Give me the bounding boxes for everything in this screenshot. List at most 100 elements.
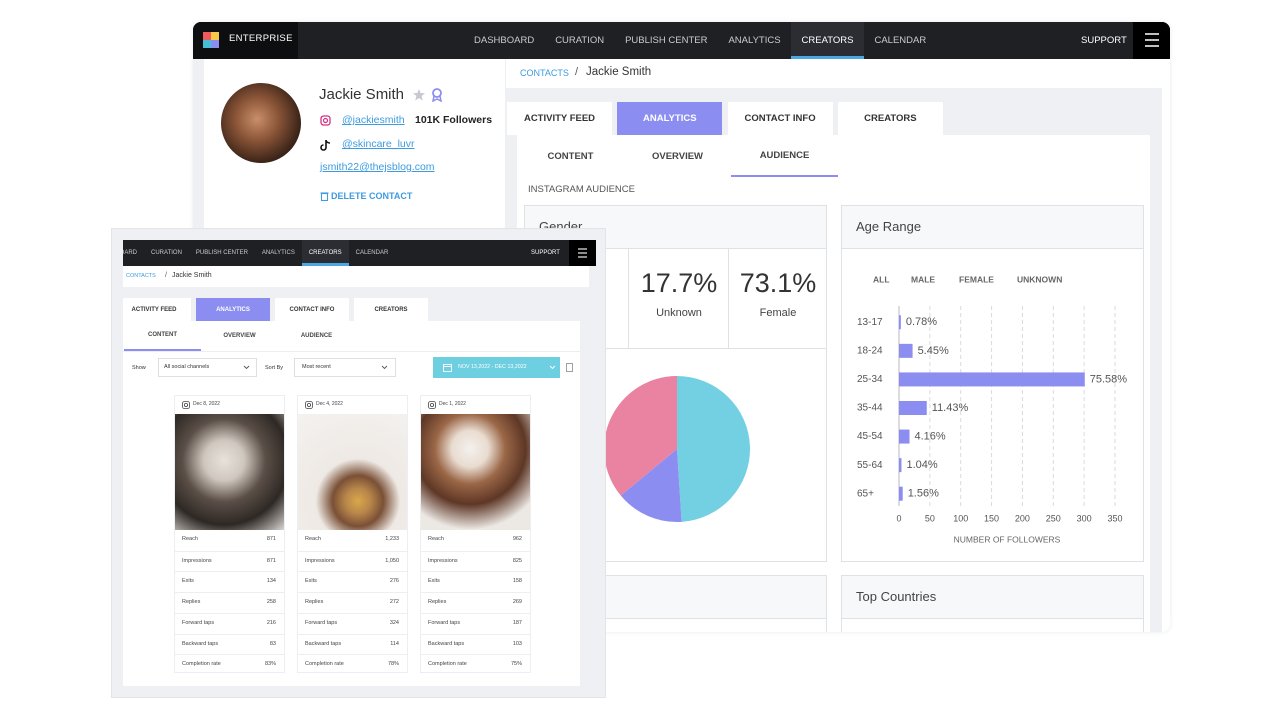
subtab[interactable]: OVERVIEW [651, 150, 704, 162]
brand[interactable]: ENTERPRISE [193, 22, 298, 59]
y-tick-label: 55-64 [857, 460, 883, 471]
support-link[interactable]: SUPPORT [531, 250, 560, 256]
metric-label: Replies [182, 599, 201, 606]
tab[interactable]: CONTACT INFO [275, 298, 349, 321]
breadcrumb-root[interactable]: CONTACTS [520, 68, 569, 78]
instagram-handle[interactable]: @jackiesmith [342, 114, 405, 126]
trash-icon [320, 192, 329, 201]
metric-row: Completion rate 83% [175, 654, 284, 675]
content-panel: CONTENT OVERVIEW AUDIENCE INSTAGRAM AUDIEN… [517, 135, 1150, 632]
shape [381, 365, 388, 370]
bar-chart: ALL MALE FEMALE UNKNOWN 0 50 100 150 200 250 300 35… [857, 274, 1128, 544]
delete-contact[interactable]: DELETE CONTACT [331, 191, 413, 201]
avatar [221, 83, 301, 163]
post-card: Dec 4, 2022 Reach 1,233 Impressions 1,050 Exi… [297, 395, 408, 673]
post-header: Dec 8, 2022 [175, 396, 284, 414]
section-title: INSTAGRAM AUDIENCE [528, 184, 635, 195]
export-icon[interactable] [566, 363, 573, 372]
date-range-button[interactable]: NOV 13,2022 - DEC 13,2022 [433, 357, 560, 378]
stat: 17.7% Unknown [628, 248, 729, 348]
post-date: Dec 8, 2022 [193, 401, 220, 407]
stat: 73.1% Female [728, 248, 827, 348]
value-label: 0.78% [906, 316, 937, 328]
age-card: Age Range ALL MALE FEMALE UNKNOWN 0 50 100 150 2… [841, 205, 1144, 562]
email[interactable]: jsmith22@thejsblog.com [320, 161, 435, 173]
nav-item[interactable]: CREATORS [791, 22, 864, 59]
nav-item[interactable]: CURATION [555, 35, 605, 46]
bar [899, 401, 927, 415]
channel-select[interactable]: All social channels [158, 358, 257, 377]
metric-row: Replies 269 [421, 592, 530, 613]
tab[interactable]: CONTACT INFO [727, 102, 833, 135]
nav-item[interactable]: DASHBOARD [474, 35, 535, 46]
subtab[interactable]: CONTENT [547, 150, 594, 162]
instagram-icon [305, 401, 313, 409]
metric-value: 83% [264, 661, 276, 668]
tiktok-handle[interactable]: @skincare_luvr [342, 138, 415, 150]
pie-slice [620, 449, 682, 522]
metric-label: Backward taps [305, 640, 342, 647]
gender-stats: 17.7% Unknown 73.1% Female [525, 248, 826, 349]
post-image [421, 414, 530, 530]
subtab[interactable]: AUDIENCE [300, 333, 333, 339]
nav-item[interactable]: ANALYTICS [728, 35, 781, 46]
metric-label: Completion rate [428, 661, 467, 668]
bar [899, 458, 902, 473]
shape [322, 117, 329, 124]
calendar-icon [443, 364, 452, 372]
icon-lens [430, 403, 435, 408]
filter-option[interactable]: ALL [873, 274, 890, 284]
preview-frame: DASHBOARD CURATION PUBLISH CENTER ANALYTICS… [111, 228, 606, 698]
nav-item[interactable]: DASHBOARD [123, 250, 138, 256]
nav-item[interactable]: CREATORS [301, 240, 349, 266]
metric-row: Replies 258 [175, 592, 284, 613]
tab[interactable]: ANALYTICS [196, 298, 270, 321]
metric-label: Exits [305, 578, 317, 585]
instagram-icon [182, 401, 190, 409]
top-nav: DASHBOARD CURATION PUBLISH CENTER ANALYTICS… [123, 240, 596, 266]
tab[interactable]: CREATORS [354, 298, 428, 321]
top-countries-card: Top Countries [841, 575, 1144, 632]
metric-row: Reach 1,233 [298, 530, 407, 551]
value-label: 75.58% [1090, 373, 1128, 385]
followers: 101K Followers [415, 114, 493, 126]
sort-select[interactable]: Most recent [294, 358, 396, 377]
tab[interactable]: CREATORS [837, 102, 943, 135]
shape [325, 140, 331, 144]
menu-button[interactable] [569, 240, 596, 266]
shape [320, 115, 331, 126]
nav-item[interactable]: CURATION [151, 250, 182, 256]
card-header: Top Countries [842, 576, 1143, 619]
icon-frame [428, 401, 436, 409]
subtab[interactable]: OVERVIEW [223, 333, 256, 339]
filter-option[interactable]: UNKNOWN [1017, 274, 1062, 284]
preview-screen: DASHBOARD CURATION PUBLISH CENTER ANALYTICS… [123, 240, 596, 686]
tab[interactable]: ACTIVITY FEED [123, 298, 191, 321]
nav-item[interactable]: PUBLISH CENTER [195, 250, 248, 256]
metric-value: 158 [512, 578, 522, 585]
filter-option[interactable]: MALE [911, 274, 935, 284]
nav-item[interactable]: ANALYTICS [261, 250, 295, 256]
nav-item[interactable]: PUBLISH CENTER [625, 35, 708, 46]
subtab[interactable]: AUDIENCE [731, 135, 838, 177]
tab[interactable]: ANALYTICS [617, 102, 723, 135]
post-header: Dec 4, 2022 [298, 396, 407, 414]
subtab[interactable]: CONTENT [124, 321, 201, 351]
support-link[interactable]: SUPPORT [1081, 35, 1127, 46]
shape [320, 140, 327, 151]
x-tick-label: 200 [1015, 513, 1030, 523]
menu-button[interactable] [1133, 22, 1170, 59]
nav-item[interactable]: CALENDAR [355, 250, 389, 256]
top-nav: ENTERPRISE DASHBOARD CURATION PUBLISH CENT… [193, 22, 1170, 59]
nav-item[interactable]: CALENDAR [874, 35, 927, 46]
metric-row: Impressions 1,050 [298, 550, 407, 572]
shape [443, 364, 452, 372]
tab[interactable]: ACTIVITY FEED [507, 102, 612, 135]
metric-label: Forward taps [182, 619, 215, 626]
app-window: ENTERPRISE DASHBOARD CURATION PUBLISH CENT… [193, 22, 1170, 632]
breadcrumb-root[interactable]: CONTACTS [126, 273, 156, 279]
tiktok-icon [320, 140, 331, 151]
post-header: Dec 1, 2022 [421, 396, 530, 414]
filter-option[interactable]: FEMALE [959, 274, 994, 284]
